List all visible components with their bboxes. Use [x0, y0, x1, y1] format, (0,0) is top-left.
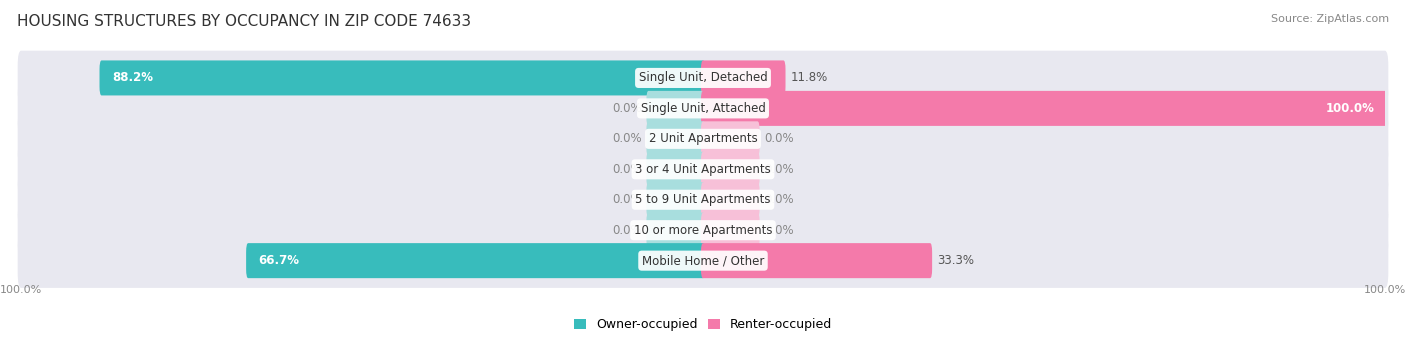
FancyBboxPatch shape: [100, 61, 704, 95]
FancyBboxPatch shape: [702, 61, 786, 95]
FancyBboxPatch shape: [18, 203, 1388, 258]
Text: 3 or 4 Unit Apartments: 3 or 4 Unit Apartments: [636, 163, 770, 176]
FancyBboxPatch shape: [18, 172, 1388, 227]
Text: 10 or more Apartments: 10 or more Apartments: [634, 224, 772, 237]
Text: 0.0%: 0.0%: [612, 132, 641, 145]
Text: 0.0%: 0.0%: [612, 102, 641, 115]
FancyBboxPatch shape: [702, 121, 759, 156]
Text: 0.0%: 0.0%: [765, 163, 794, 176]
FancyBboxPatch shape: [246, 243, 704, 278]
FancyBboxPatch shape: [702, 152, 759, 187]
FancyBboxPatch shape: [18, 233, 1388, 288]
FancyBboxPatch shape: [18, 81, 1388, 136]
FancyBboxPatch shape: [647, 91, 704, 126]
FancyBboxPatch shape: [702, 91, 1386, 126]
Text: 33.3%: 33.3%: [936, 254, 974, 267]
Text: Mobile Home / Other: Mobile Home / Other: [641, 254, 765, 267]
Text: 2 Unit Apartments: 2 Unit Apartments: [648, 132, 758, 145]
FancyBboxPatch shape: [647, 152, 704, 187]
Text: Source: ZipAtlas.com: Source: ZipAtlas.com: [1271, 14, 1389, 24]
Text: 11.8%: 11.8%: [790, 71, 828, 84]
FancyBboxPatch shape: [18, 51, 1388, 105]
FancyBboxPatch shape: [702, 213, 759, 248]
Text: 0.0%: 0.0%: [765, 193, 794, 206]
Text: Single Unit, Detached: Single Unit, Detached: [638, 71, 768, 84]
Text: 100.0%: 100.0%: [1326, 102, 1375, 115]
Text: 88.2%: 88.2%: [112, 71, 153, 84]
Text: 0.0%: 0.0%: [765, 224, 794, 237]
Text: 0.0%: 0.0%: [765, 132, 794, 145]
FancyBboxPatch shape: [702, 243, 932, 278]
Text: 5 to 9 Unit Apartments: 5 to 9 Unit Apartments: [636, 193, 770, 206]
Legend: Owner-occupied, Renter-occupied: Owner-occupied, Renter-occupied: [568, 313, 838, 337]
FancyBboxPatch shape: [647, 213, 704, 248]
FancyBboxPatch shape: [647, 182, 704, 217]
Text: 0.0%: 0.0%: [612, 193, 641, 206]
Text: Single Unit, Attached: Single Unit, Attached: [641, 102, 765, 115]
FancyBboxPatch shape: [18, 111, 1388, 166]
Text: HOUSING STRUCTURES BY OCCUPANCY IN ZIP CODE 74633: HOUSING STRUCTURES BY OCCUPANCY IN ZIP C…: [17, 14, 471, 29]
Text: 0.0%: 0.0%: [612, 224, 641, 237]
Text: 0.0%: 0.0%: [612, 163, 641, 176]
FancyBboxPatch shape: [18, 142, 1388, 197]
Text: 66.7%: 66.7%: [259, 254, 299, 267]
FancyBboxPatch shape: [702, 182, 759, 217]
FancyBboxPatch shape: [647, 121, 704, 156]
